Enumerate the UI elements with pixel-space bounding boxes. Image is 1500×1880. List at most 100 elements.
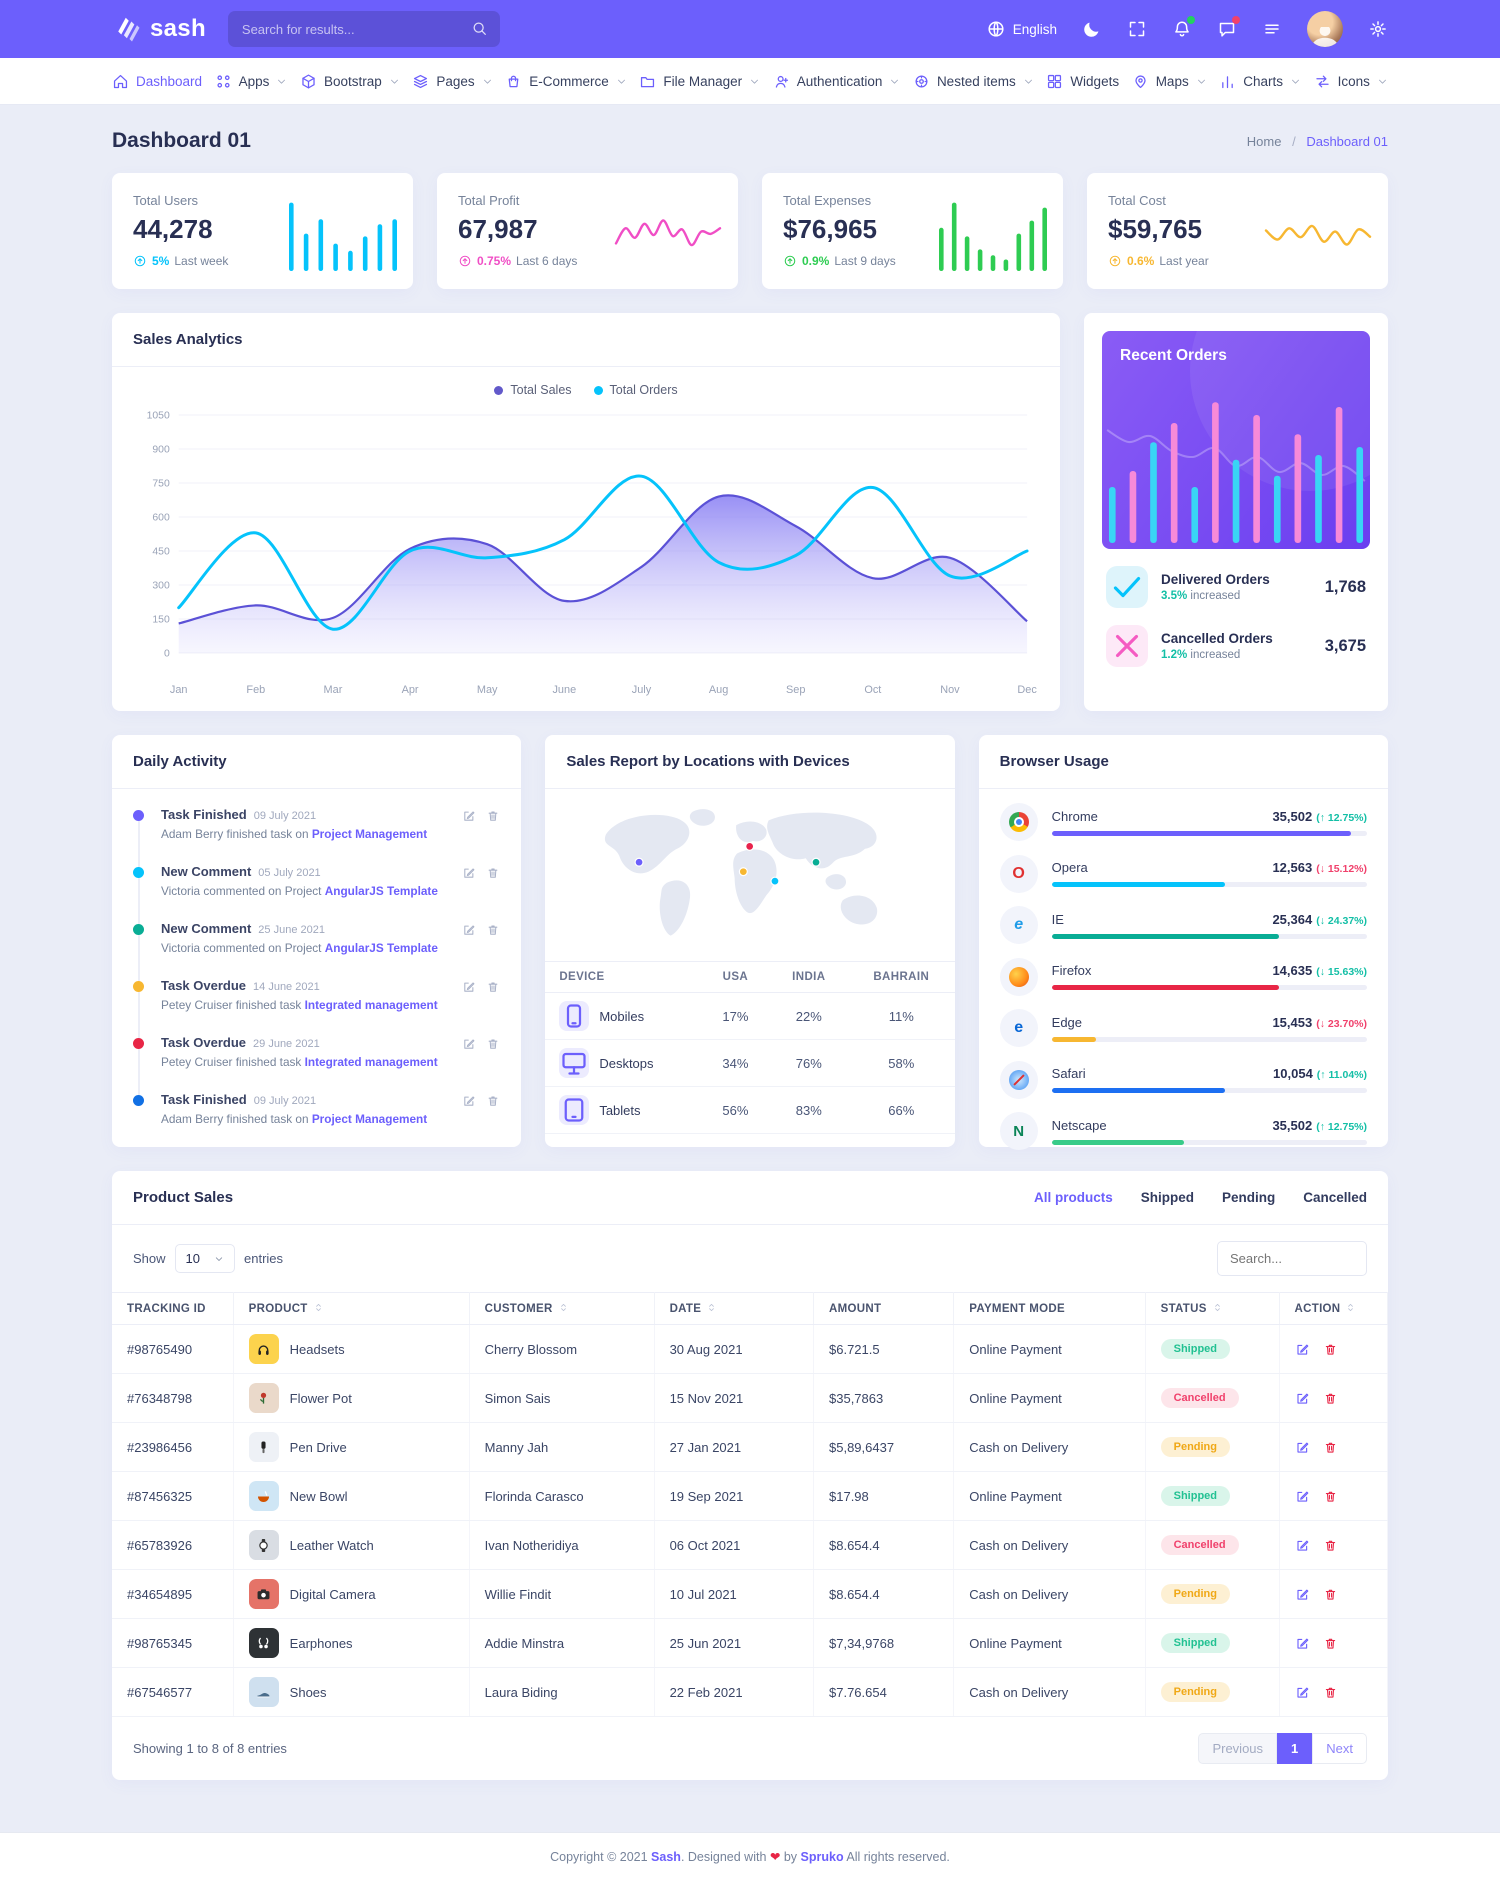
caret-icon	[1023, 76, 1034, 87]
edit-icon[interactable]	[1295, 1538, 1310, 1553]
nav-item-charts[interactable]: Charts	[1219, 73, 1301, 90]
bell-icon	[1172, 19, 1192, 39]
trash-icon[interactable]	[486, 1094, 500, 1108]
trash-icon[interactable]	[486, 1037, 500, 1051]
activity-actions	[462, 809, 500, 823]
nav-item-dashboard[interactable]: Dashboard	[112, 73, 202, 90]
edit-icon[interactable]	[462, 923, 476, 937]
nav-item-nested-items[interactable]: Nested items	[913, 73, 1034, 90]
col-date[interactable]: DATE	[654, 1292, 815, 1325]
trash-icon[interactable]	[1323, 1587, 1338, 1602]
edit-icon[interactable]	[1295, 1636, 1310, 1651]
stat-label: Total Cost	[1108, 193, 1166, 208]
legend-total-sales[interactable]: Total Sales	[494, 383, 572, 397]
trash-icon[interactable]	[1323, 1636, 1338, 1651]
sort-icon[interactable]	[1345, 1302, 1356, 1313]
col-action[interactable]: ACTION	[1279, 1292, 1389, 1325]
table-search-input[interactable]	[1217, 1241, 1367, 1276]
sort-icon[interactable]	[558, 1302, 569, 1313]
globe-button[interactable]: English	[986, 19, 1057, 39]
activity-link[interactable]: AngularJS Template	[324, 941, 438, 955]
trash-icon[interactable]	[486, 923, 500, 937]
browser-row-ie: e IE 25,364 (↓ 24.37%)	[999, 906, 1367, 944]
nav-item-authentication[interactable]: Authentication	[773, 73, 901, 90]
edit-icon[interactable]	[462, 1037, 476, 1051]
trash-icon[interactable]	[1323, 1342, 1338, 1357]
pagination-next[interactable]: Next	[1312, 1733, 1367, 1764]
activity-link[interactable]: Integrated management	[304, 1055, 438, 1069]
tab-cancelled[interactable]: Cancelled	[1303, 1190, 1367, 1205]
stat-change: 0.6% Last year	[1108, 254, 1367, 268]
edit-icon[interactable]	[462, 980, 476, 994]
trash-icon[interactable]	[1323, 1440, 1338, 1455]
sales-analytics-title: Sales Analytics	[133, 331, 243, 348]
edit-icon[interactable]	[1295, 1685, 1310, 1700]
bell-button[interactable]	[1172, 16, 1195, 39]
col-product[interactable]: PRODUCT	[233, 1292, 470, 1325]
edit-icon[interactable]	[462, 809, 476, 823]
edit-icon[interactable]	[1295, 1489, 1310, 1504]
nav-item-label: E-Commerce	[529, 73, 609, 89]
chat-button[interactable]	[1217, 16, 1240, 39]
sort-icon[interactable]	[706, 1302, 717, 1313]
footer-brand-link[interactable]: Sash	[651, 1850, 681, 1864]
nav-item-pages[interactable]: Pages	[412, 73, 492, 90]
watch-product-icon	[248, 1530, 279, 1560]
search-icon[interactable]	[471, 20, 488, 37]
tab-pending[interactable]: Pending	[1221, 1190, 1276, 1205]
pagination-page-1[interactable]: 1	[1277, 1733, 1313, 1764]
tab-all-products[interactable]: All products	[1033, 1190, 1113, 1205]
col-customer[interactable]: CUSTOMER	[469, 1292, 655, 1325]
fullscreen-button[interactable]	[1127, 19, 1147, 39]
sort-icon[interactable]	[313, 1302, 324, 1313]
trash-icon[interactable]	[1323, 1391, 1338, 1406]
nav-item-e-commerce[interactable]: E-Commerce	[505, 73, 627, 90]
activity-link[interactable]: Project Management	[311, 827, 428, 841]
edit-icon[interactable]	[462, 1094, 476, 1108]
page-size-select[interactable]: 10	[174, 1244, 235, 1273]
footer-agency-link[interactable]: Spruko	[800, 1850, 844, 1864]
browser-row-chrome: Chrome 35,502 (↑ 12.75%)	[999, 803, 1367, 841]
legend-total-orders[interactable]: Total Orders	[593, 383, 678, 397]
col-status[interactable]: STATUS	[1145, 1292, 1280, 1325]
sort-icon[interactable]	[1212, 1302, 1223, 1313]
edit-icon[interactable]	[1295, 1391, 1310, 1406]
trash-icon[interactable]	[486, 809, 500, 823]
browser-name: Chrome	[1051, 808, 1098, 824]
trash-icon[interactable]	[1323, 1538, 1338, 1553]
edit-icon[interactable]	[1295, 1587, 1310, 1602]
nav-item-maps[interactable]: Maps	[1132, 73, 1207, 90]
customer-name: Manny Jah	[469, 1422, 655, 1472]
user-avatar[interactable]	[1307, 11, 1343, 47]
gear-button[interactable]	[1368, 19, 1388, 39]
breadcrumb-home[interactable]: Home	[1246, 133, 1282, 149]
search-input[interactable]	[227, 11, 500, 47]
nav-item-bootstrap[interactable]: Bootstrap	[300, 73, 400, 90]
browser-value: 14,635	[1272, 963, 1313, 978]
svg-text:Mar: Mar	[324, 684, 343, 696]
nav-item-icons[interactable]: Icons	[1314, 73, 1388, 90]
edit-icon[interactable]	[1295, 1440, 1310, 1455]
trash-icon[interactable]	[486, 866, 500, 880]
activity-link[interactable]: AngularJS Template	[324, 884, 438, 898]
activity-link[interactable]: Integrated management	[304, 998, 438, 1012]
activity-link[interactable]: Project Management	[311, 1112, 428, 1126]
device-col-device: DEVICE	[545, 961, 701, 993]
tab-shipped[interactable]: Shipped	[1140, 1190, 1194, 1205]
nav-item-apps[interactable]: Apps	[215, 73, 288, 90]
pagination-previous[interactable]: Previous	[1198, 1733, 1278, 1764]
trash-icon[interactable]	[1323, 1685, 1338, 1700]
activity-item: Task Finished 09 July 2021 Adam Berry fini…	[133, 1092, 500, 1132]
edit-icon[interactable]	[1295, 1342, 1310, 1357]
moon-button[interactable]	[1082, 19, 1102, 39]
home-icon	[112, 73, 129, 90]
brand-logo[interactable]: sash	[112, 14, 206, 44]
trash-icon[interactable]	[486, 980, 500, 994]
edit-icon[interactable]	[462, 866, 476, 880]
nav-item-widgets[interactable]: Widgets	[1046, 73, 1119, 90]
nav-item-file-manager[interactable]: File Manager	[639, 73, 760, 90]
page-size-value: 10	[185, 1251, 200, 1266]
stat-label: Total Profit	[458, 193, 520, 208]
menu-button[interactable]	[1262, 19, 1282, 39]
trash-icon[interactable]	[1323, 1489, 1338, 1504]
